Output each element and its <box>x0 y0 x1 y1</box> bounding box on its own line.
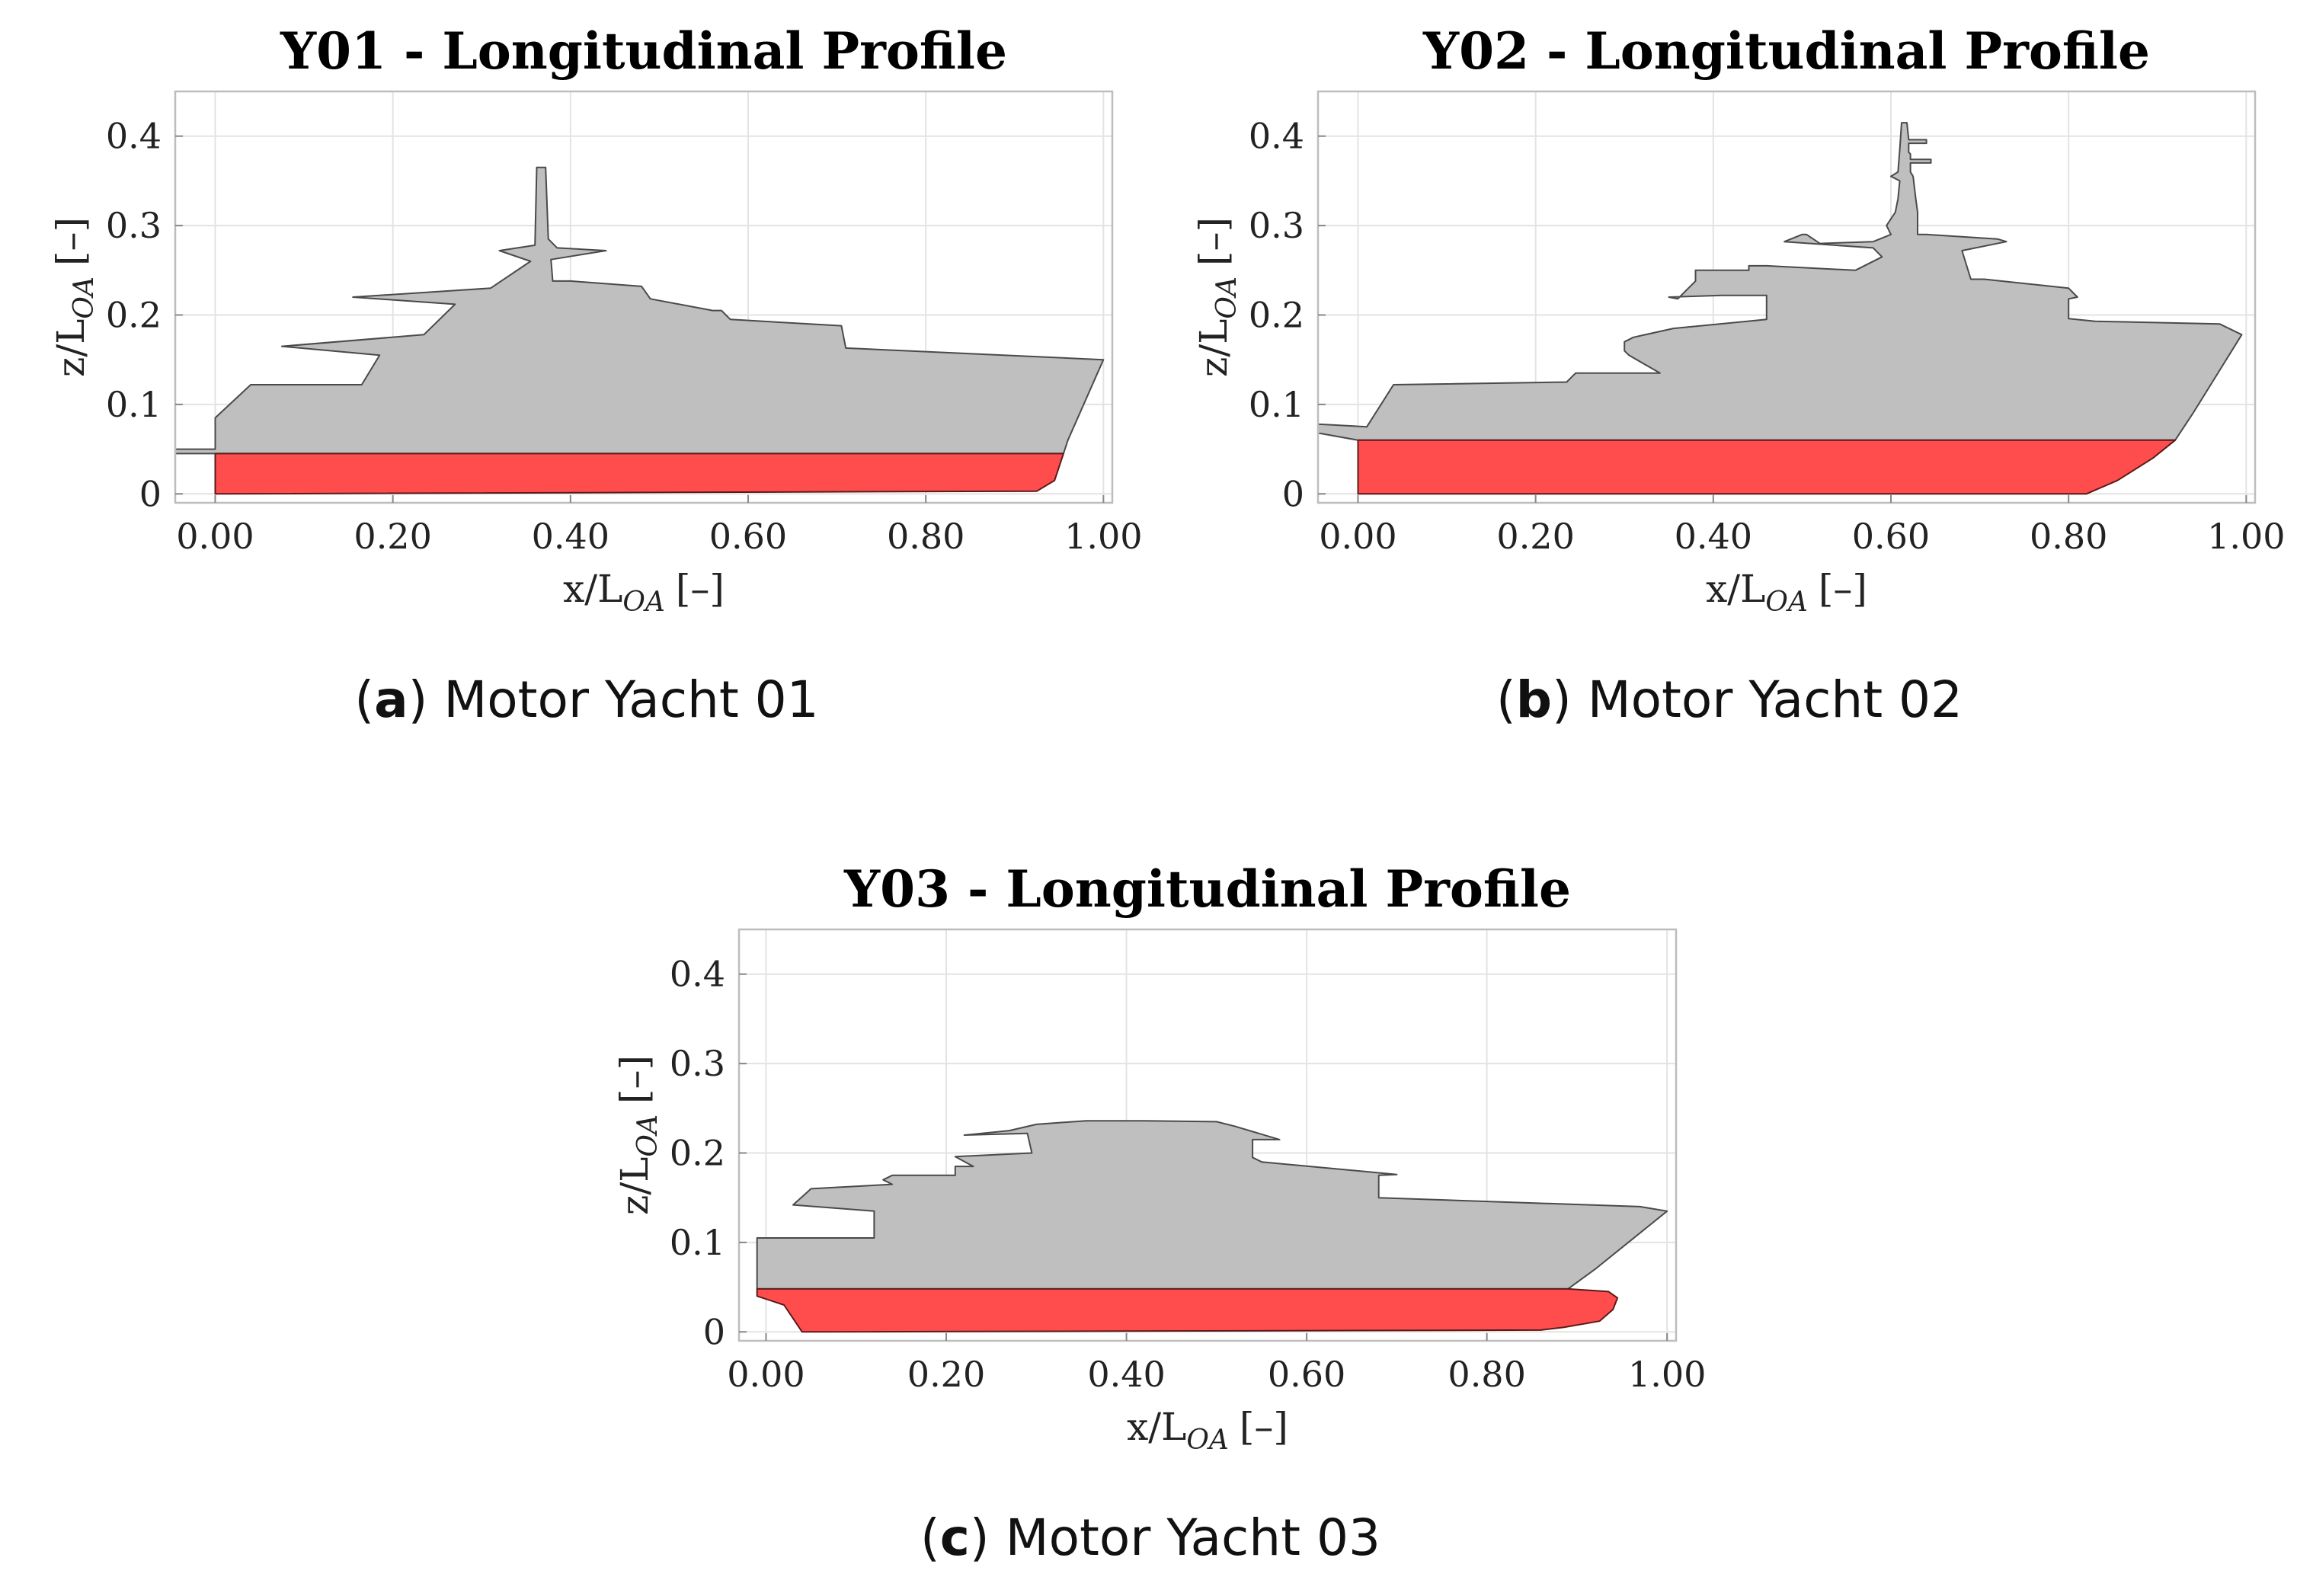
chart-a-xtick-label-5: 1.00 <box>1064 516 1142 557</box>
chart-c-hull <box>756 1287 1619 1333</box>
chart-c-xtick-label-5: 1.00 <box>1628 1354 1706 1395</box>
chart-c-ytick-label-0: 0 <box>703 1311 725 1352</box>
chart-a-title: Y01 - Longitudinal Profile <box>280 21 1007 81</box>
chart-c-ytick-label-1: 0.1 <box>670 1222 725 1263</box>
chart-c-ylabel-sub: OA <box>632 1115 664 1157</box>
chart-b-xtick-label-5: 1.00 <box>2207 516 2285 557</box>
chart-b-xtick-label-4: 0.80 <box>2030 516 2107 557</box>
chart-a-ylabel-main: z/L <box>49 319 93 377</box>
chart-b-xtick-label-1: 0.20 <box>1496 516 1574 557</box>
chart-a-ytick-label-4: 0.4 <box>106 116 162 157</box>
chart-c-ytick-label-2: 0.2 <box>670 1132 725 1173</box>
chart-c-xlabel-main: x/L <box>1127 1405 1186 1449</box>
chart-c-ytick-label-4: 0.4 <box>670 954 725 995</box>
chart-c-title: Y03 - Longitudinal Profile <box>843 859 1571 919</box>
chart-a-xlabel-main: x/L <box>563 567 622 611</box>
chart-b-ytick-label-2: 0.2 <box>1249 294 1304 335</box>
caption-b-text: Motor Yacht 02 <box>1587 670 1963 729</box>
chart-c-ylabel-unit: [–] <box>613 1055 657 1104</box>
chart-b-axes-box <box>1316 90 2257 504</box>
caption-c-text: Motor Yacht 03 <box>1005 1508 1380 1567</box>
chart-c-xtick-label-4: 0.80 <box>1448 1354 1525 1395</box>
chart-a-xlabel: x/LOA [–] <box>563 567 725 618</box>
chart-b-xlabel-sub: OA <box>1765 587 1808 618</box>
chart-a-xtick-label-0: 0.00 <box>176 516 254 557</box>
chart-b-superstructure <box>1317 122 2243 441</box>
chart-a-xtick-label-4: 0.80 <box>887 516 965 557</box>
chart-a-xtick-label-2: 0.40 <box>532 516 609 557</box>
caption-a: (a) Motor Yacht 01 <box>354 670 819 729</box>
chart-b-ytick-label-3: 0.3 <box>1249 205 1304 246</box>
chart-c-ylabel: z/LOA [–] <box>613 1055 664 1215</box>
chart-a-ytick-label-1: 0.1 <box>106 384 162 425</box>
caption-b: (b) Motor Yacht 02 <box>1496 670 1963 729</box>
panel-a: Y01 - Longitudinal Profile 0.00 0.20 0.40 0.… <box>30 15 1143 747</box>
chart-a-hull <box>214 453 1064 495</box>
chart-c-xlabel-sub: OA <box>1186 1425 1229 1456</box>
chart-b-xlabel-main: x/L <box>1706 567 1765 611</box>
chart-a-axes-box <box>174 90 1114 504</box>
chart-b-xtick-label-2: 0.40 <box>1675 516 1752 557</box>
chart-b-ylabel: z/LOA [–] <box>1192 217 1243 377</box>
chart-c-xtick-label-0: 0.00 <box>727 1354 805 1395</box>
caption-c: (c) Motor Yacht 03 <box>920 1508 1380 1567</box>
chart-b-xlabel: x/LOA [–] <box>1706 567 1867 618</box>
chart-a-superstructure <box>174 166 1105 455</box>
chart-b-ylabel-main: z/L <box>1192 319 1236 377</box>
chart-a-xlabel-sub: OA <box>622 587 665 618</box>
caption-b-letter: b <box>1515 670 1552 729</box>
panel-c: Y03 - Longitudinal Profile 0.00 0.20 0.40 0.… <box>594 853 1707 1592</box>
chart-b-xtick-label-3: 0.60 <box>1852 516 1930 557</box>
panel-b: Y02 - Longitudinal Profile 0.00 0.20 0.40 0.… <box>1173 15 2286 747</box>
chart-c-xtick-label-3: 0.60 <box>1268 1354 1345 1395</box>
caption-a-text: Motor Yacht 01 <box>443 670 819 729</box>
caption-c-letter: c <box>939 1508 970 1567</box>
chart-c-xtick-label-2: 0.40 <box>1087 1354 1165 1395</box>
chart-a-ytick-label-0: 0 <box>139 473 162 514</box>
chart-b-ytick-label-4: 0.4 <box>1249 116 1304 157</box>
chart-c-xtick-label-1: 0.20 <box>907 1354 985 1395</box>
chart-a-xtick-label-3: 0.60 <box>709 516 787 557</box>
chart-b-ylabel-sub: OA <box>1211 277 1243 319</box>
chart-b-ytick-label-0: 0 <box>1282 473 1304 514</box>
chart-c-ytick-label-3: 0.3 <box>670 1043 725 1084</box>
chart-c-ylabel-main: z/L <box>613 1157 657 1215</box>
chart-b-xlabel-unit: [–] <box>1819 567 1867 611</box>
chart-c-xlabel-unit: [–] <box>1240 1405 1288 1449</box>
chart-c-xlabel: x/LOA [–] <box>1127 1405 1288 1456</box>
chart-a-xtick-label-1: 0.20 <box>354 516 431 557</box>
chart-a-ytick-label-3: 0.3 <box>106 205 162 246</box>
chart-b-title: Y02 - Longitudinal Profile <box>1422 21 2150 81</box>
chart-b-ytick-label-1: 0.1 <box>1249 384 1304 425</box>
chart-a-ylabel: z/LOA [–] <box>49 217 100 377</box>
chart-a-ylabel-sub: OA <box>69 277 100 319</box>
chart-a-ylabel-unit: [–] <box>49 217 93 266</box>
chart-b-xtick-label-0: 0.00 <box>1319 516 1396 557</box>
chart-a-xlabel-unit: [–] <box>676 567 725 611</box>
chart-b-hull <box>1357 439 2177 495</box>
chart-c-axes-box <box>737 928 1678 1342</box>
chart-b-ylabel-unit: [–] <box>1192 217 1236 266</box>
chart-c-superstructure <box>756 1120 1668 1290</box>
caption-a-letter: a <box>374 670 408 729</box>
chart-a-ytick-label-2: 0.2 <box>106 294 162 335</box>
